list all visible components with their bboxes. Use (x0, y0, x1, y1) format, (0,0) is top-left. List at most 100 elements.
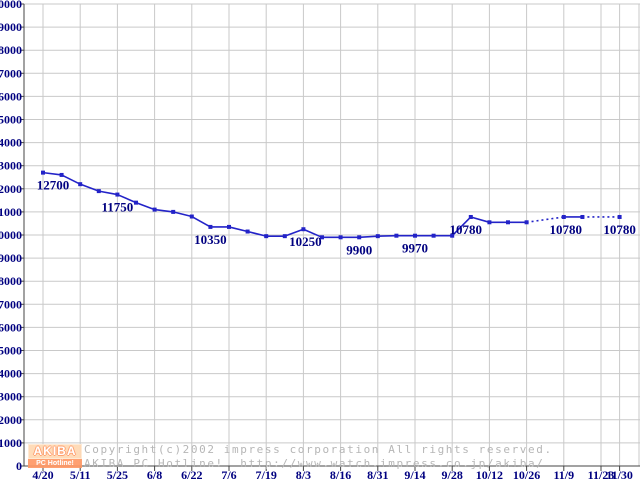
y-axis-label: 15000 (0, 113, 22, 127)
data-point-marker (338, 235, 343, 240)
price-line-segment (284, 228, 304, 237)
price-line-segment (247, 230, 267, 237)
data-point-marker (375, 234, 380, 239)
price-line-segment (42, 171, 62, 176)
data-point-marker (357, 235, 362, 240)
data-point-marker (78, 182, 83, 187)
price-line-segment (451, 216, 472, 237)
x-axis-label: 11/9 (553, 468, 574, 480)
y-axis-label: 16000 (0, 89, 22, 103)
logo-title: AKIBA (28, 444, 82, 459)
x-axis-label: 8/31 (367, 468, 388, 480)
data-point-marker (208, 224, 213, 229)
x-axis-label: 9/28 (442, 468, 463, 480)
y-axis-label: 5000 (0, 344, 22, 358)
x-axis-label: 6/8 (147, 468, 162, 480)
copyright-line-1: Copyright(c)2002 impress corporation All… (84, 443, 553, 456)
data-point-marker (134, 200, 138, 205)
data-point-marker (152, 207, 157, 212)
data-point-marker (41, 170, 45, 175)
y-axis-label: 19000 (0, 20, 22, 34)
y-axis-label: 14000 (0, 136, 22, 150)
data-point-marker (506, 220, 510, 225)
x-axis-label: 6/22 (181, 468, 202, 480)
value-label: 12700 (37, 178, 70, 193)
y-axis-label: 8000 (0, 274, 22, 288)
price-line-segment (98, 190, 118, 196)
x-axis-label: 7/6 (221, 468, 236, 480)
value-label: 10780 (450, 222, 483, 237)
x-axis-label: 9/14 (404, 468, 425, 480)
value-label: 10350 (194, 232, 227, 247)
price-line-segment (117, 193, 137, 204)
price-line-segment (526, 216, 564, 224)
x-axis-label: 11/23 (588, 468, 615, 480)
data-point-marker (96, 189, 101, 194)
data-point-marker (487, 220, 492, 225)
value-label: 10250 (289, 234, 322, 249)
x-axis-label: 8/16 (330, 468, 351, 480)
data-point-marker (561, 214, 566, 219)
price-line-segment (79, 183, 100, 192)
x-axis-label: 11/30 (606, 468, 633, 480)
data-point-marker (115, 192, 120, 197)
y-axis-label: 1000 (0, 436, 22, 450)
data-point-marker (431, 233, 436, 238)
value-label: 10780 (603, 222, 636, 237)
y-axis-label: 11000 (0, 205, 22, 219)
price-line-segment (303, 228, 323, 239)
price-line-segment (61, 174, 81, 185)
y-axis-label: 0 (16, 459, 22, 473)
data-point-marker (189, 214, 194, 219)
y-axis-label: 10000 (0, 228, 22, 242)
value-label: 10780 (550, 222, 583, 237)
price-line-segment (228, 226, 248, 233)
y-axis-label: 20000 (0, 0, 22, 11)
data-point-marker (171, 209, 176, 214)
y-axis-label: 7000 (0, 297, 22, 311)
data-point-marker (468, 214, 473, 219)
y-axis-label: 17000 (0, 66, 22, 80)
x-axis-label: 7/19 (256, 468, 277, 480)
value-label: 9900 (346, 242, 372, 257)
y-axis-label: 2000 (0, 413, 22, 427)
data-point-marker (617, 214, 622, 219)
logo-subtitle: PC Hotline! (28, 459, 82, 468)
x-axis-label: 10/26 (513, 468, 540, 480)
data-point-marker (450, 233, 455, 238)
price-line-segment (154, 208, 174, 213)
value-label: 11750 (102, 200, 134, 215)
price-line-segment (359, 235, 378, 239)
price-line-segment (470, 216, 490, 224)
y-axis-label: 12000 (0, 182, 22, 196)
price-line-segment (173, 211, 192, 218)
y-axis-label: 18000 (0, 43, 22, 57)
y-axis-label: 6000 (0, 320, 22, 334)
x-axis-label: 5/11 (70, 468, 91, 480)
data-point-marker (227, 224, 231, 229)
data-point-marker (320, 235, 324, 240)
data-point-marker (264, 234, 269, 239)
x-axis-label: 8/3 (296, 468, 311, 480)
value-label: 9970 (402, 241, 428, 256)
x-axis-label: 4/20 (32, 468, 53, 480)
y-axis-label: 4000 (0, 367, 22, 381)
data-point-marker (282, 234, 287, 239)
x-axis-label: 5/25 (107, 468, 128, 480)
data-point-marker (394, 233, 399, 238)
price-line-segment (135, 201, 155, 211)
akiba-pc-hotline-logo: AKIBA PC Hotline! (28, 444, 82, 468)
data-point-marker (413, 233, 417, 238)
data-point-marker (301, 227, 306, 232)
data-point-marker (245, 229, 250, 234)
data-point-marker (59, 172, 64, 177)
y-axis-label: 13000 (0, 159, 22, 173)
x-axis-label: 10/12 (476, 468, 503, 480)
y-axis-label: 3000 (0, 390, 22, 404)
data-point-marker (524, 220, 529, 225)
price-line-segment (191, 215, 211, 228)
y-axis-label: 9000 (0, 251, 22, 265)
copyright-line-2: AKIBA PC Hotline! http://www.watch.impre… (84, 457, 545, 470)
